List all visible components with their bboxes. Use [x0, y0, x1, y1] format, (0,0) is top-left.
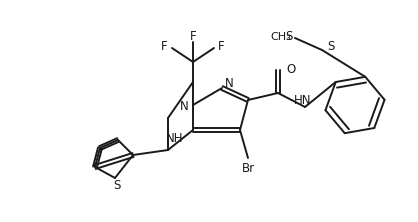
Text: O: O	[286, 63, 295, 75]
Text: F: F	[161, 40, 168, 54]
Text: N: N	[225, 77, 234, 89]
Text: S: S	[285, 30, 293, 42]
Text: Br: Br	[242, 161, 255, 174]
Text: F: F	[218, 40, 224, 54]
Text: F: F	[190, 30, 196, 44]
Text: NH: NH	[166, 131, 183, 145]
Text: CH₃: CH₃	[270, 32, 291, 42]
Text: S: S	[327, 40, 334, 54]
Text: S: S	[113, 178, 121, 192]
Text: HN: HN	[294, 93, 312, 107]
Text: N: N	[180, 99, 189, 113]
